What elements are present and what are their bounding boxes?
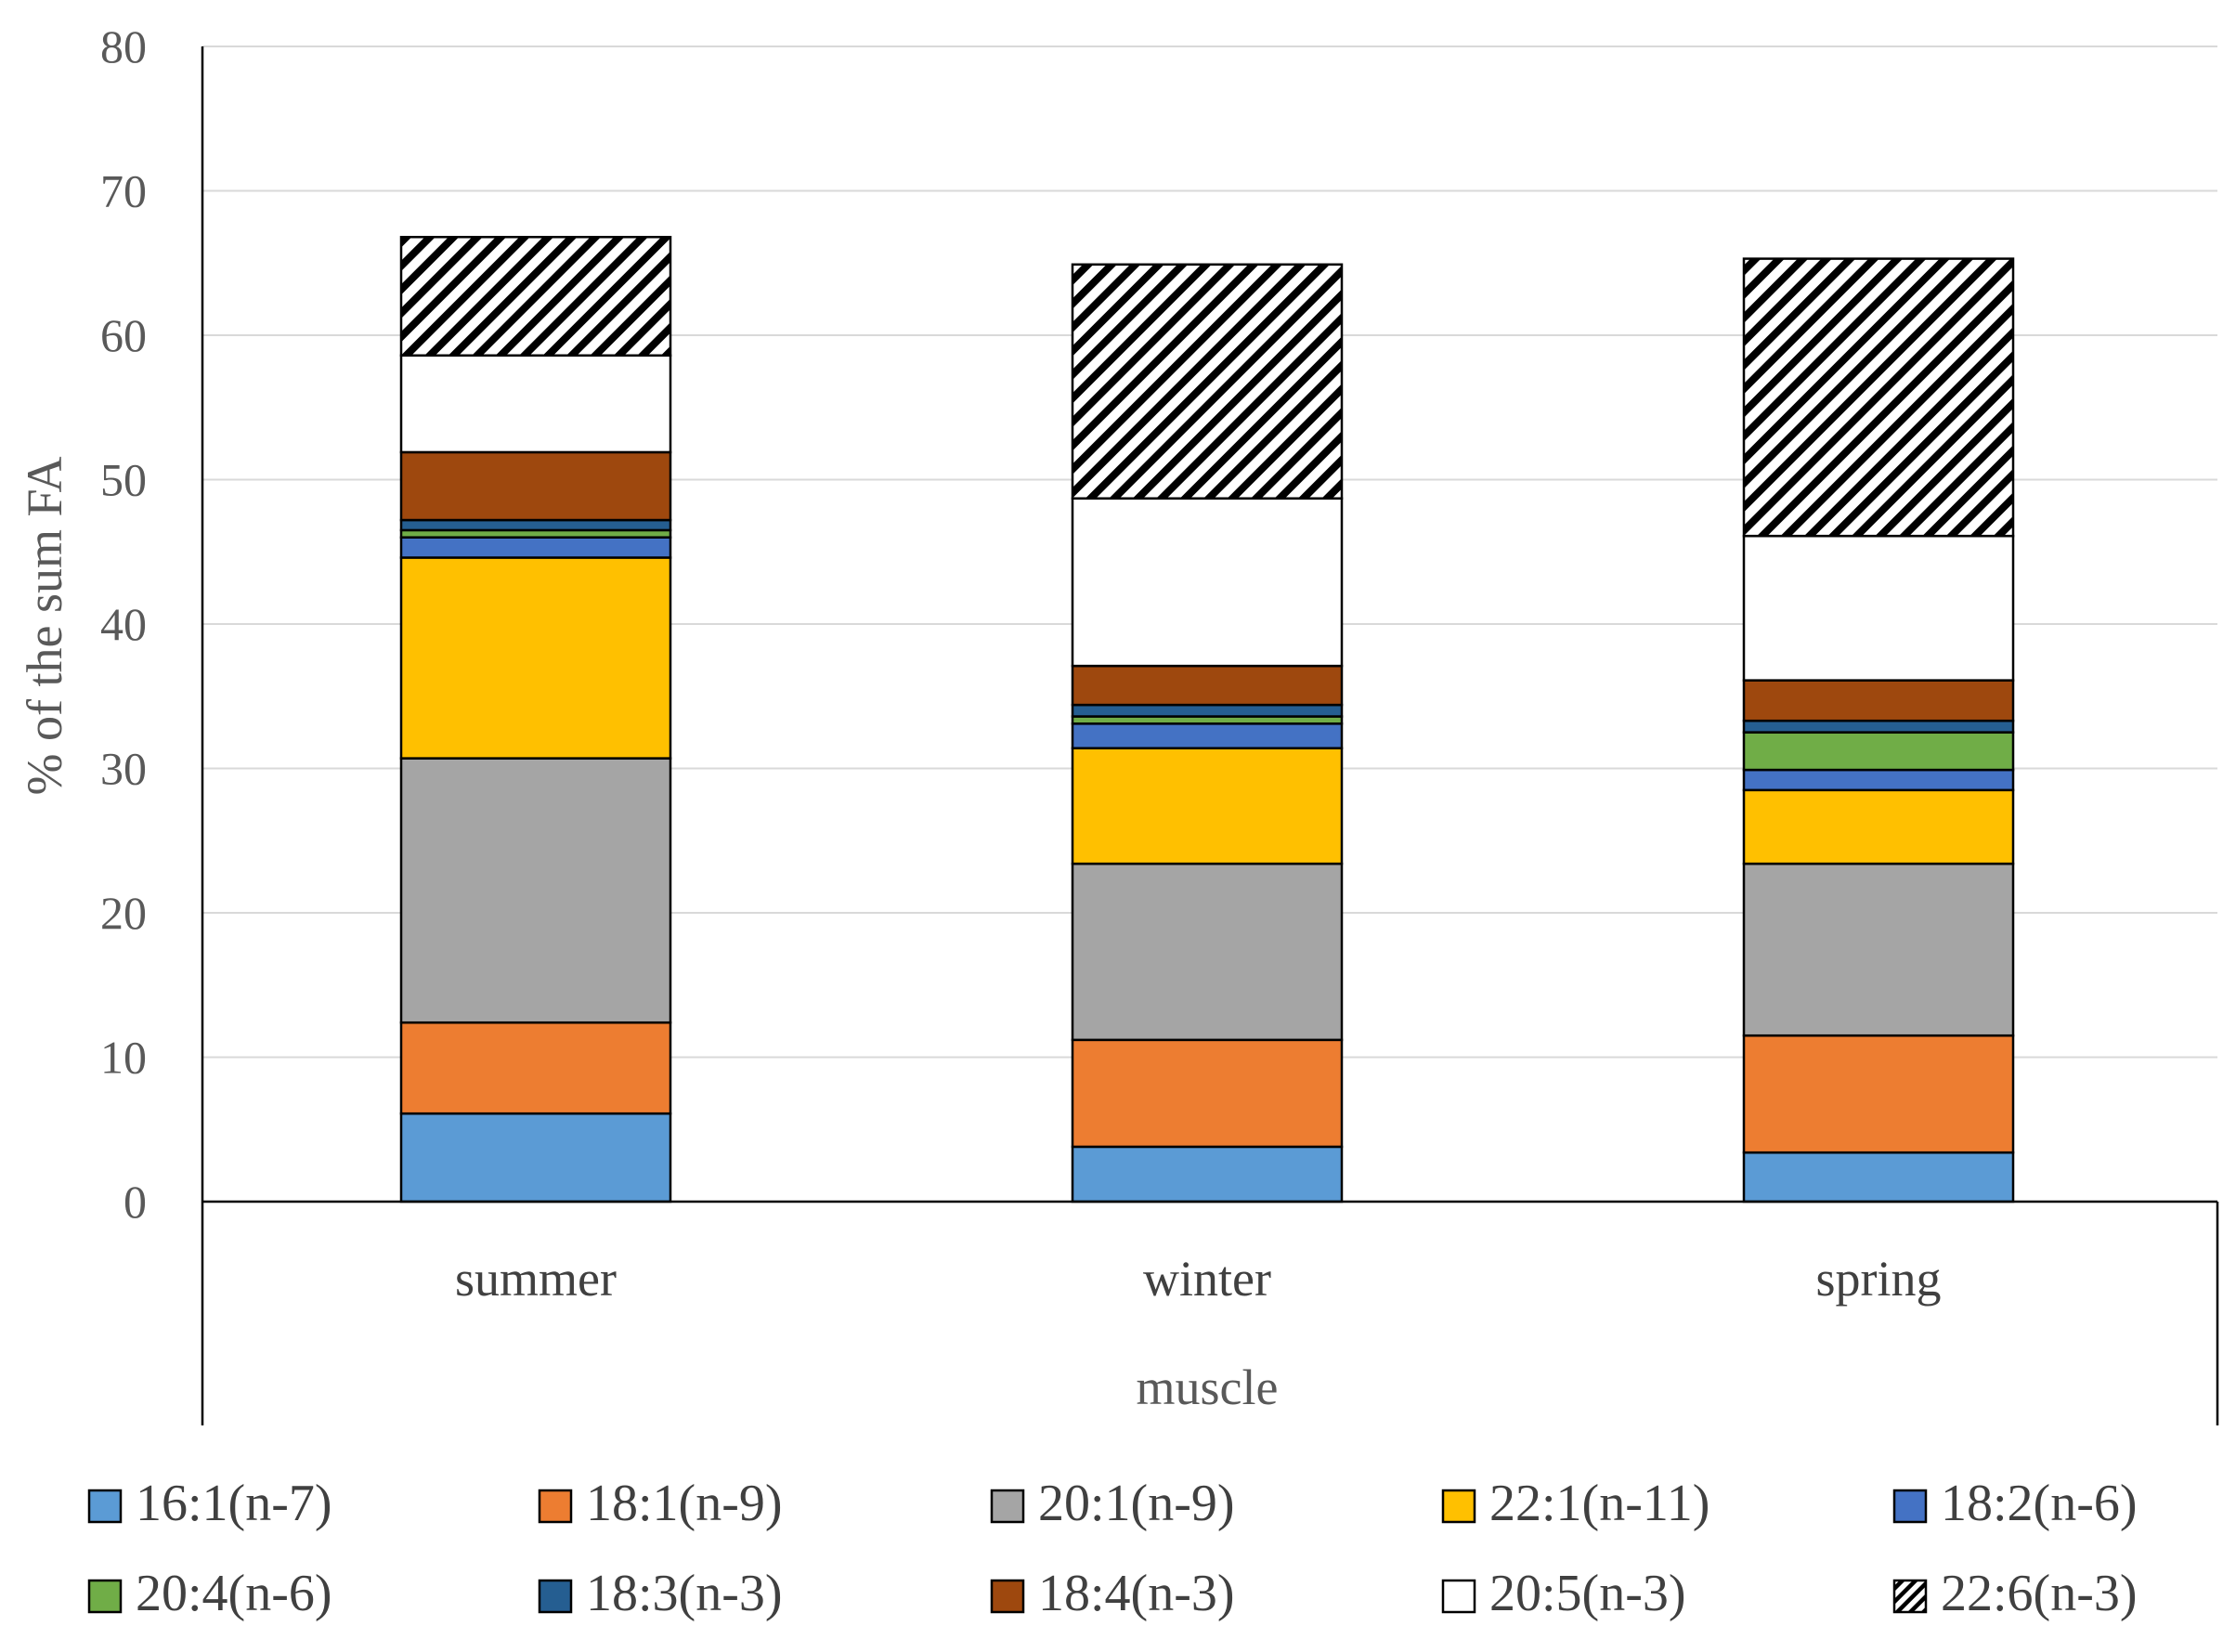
legend-label: 22:1(n-11)	[1489, 1475, 1710, 1532]
y-tick-label: 40	[100, 598, 147, 650]
bar-segment	[399, 1112, 672, 1203]
bar-segment	[1071, 1038, 1344, 1149]
legend-swatch	[538, 1579, 573, 1614]
bar-segment	[399, 354, 672, 454]
bar-segment	[399, 536, 672, 559]
bar-segment	[1742, 679, 2015, 722]
bar-segment	[399, 556, 672, 760]
bar-segment	[399, 236, 672, 358]
y-tick-label: 10	[100, 1032, 147, 1084]
bar-segment	[399, 1021, 672, 1115]
x-category-label: winter	[1143, 1251, 1271, 1307]
bar-segment	[1742, 1034, 2015, 1154]
legend-swatch	[1441, 1579, 1476, 1614]
y-tick-label: 80	[100, 20, 147, 72]
legend: 16:1(n-7) 18:1(n-9) 20:1(n-9) 22:1(n-11) 18:…	[87, 1475, 2138, 1622]
legend-swatch	[1892, 1489, 1928, 1524]
legend-swatch	[990, 1489, 1025, 1524]
y-axis-ticks: 0 10 20 30 40 50 60 70 80	[100, 20, 147, 1228]
legend-swatch	[538, 1489, 573, 1524]
bar-segment	[399, 518, 672, 532]
bar-segment	[399, 450, 672, 522]
bar-segment	[1742, 1151, 2015, 1203]
bar-segment	[1071, 747, 1344, 865]
legend-label: 22:6(n-3)	[1941, 1565, 2138, 1622]
bar-segment	[1071, 722, 1344, 749]
bar-segment	[1071, 703, 1344, 718]
legend-label: 16:1(n-7)	[136, 1475, 332, 1532]
bar-segment	[1071, 862, 1344, 1042]
axes	[201, 46, 2219, 1425]
legend-label: 18:4(n-3)	[1038, 1565, 1235, 1622]
legend-label: 20:4(n-6)	[136, 1565, 332, 1622]
legend-label: 18:3(n-3)	[586, 1565, 783, 1622]
legend-label: 20:5(n-3)	[1489, 1565, 1686, 1622]
bar-segment	[1071, 1145, 1344, 1203]
bar-segment	[1742, 862, 2015, 1037]
legend-swatch	[1892, 1579, 1928, 1614]
legend-swatch	[87, 1579, 123, 1614]
legend-label: 18:1(n-9)	[586, 1475, 783, 1532]
bars	[399, 236, 2015, 1203]
y-tick-label: 50	[100, 454, 147, 506]
bar-segment	[399, 757, 672, 1024]
bar-segment	[1742, 788, 2015, 865]
y-axis-title: % of the sum FA	[17, 457, 72, 796]
x-category-label: summer	[455, 1251, 617, 1307]
legend-swatch	[990, 1579, 1025, 1614]
bar-segment	[1071, 664, 1344, 707]
bar-segment	[1742, 731, 2015, 772]
bar-segment	[1071, 263, 1344, 500]
x-category-label: spring	[1816, 1251, 1942, 1307]
bar-segment	[1071, 497, 1344, 668]
legend-label: 20:1(n-9)	[1038, 1475, 1235, 1532]
y-tick-label: 70	[100, 165, 147, 217]
bar-segment	[1742, 719, 2015, 734]
y-tick-label: 20	[100, 887, 147, 939]
bar-segment	[1742, 257, 2015, 538]
x-axis-categories: summer winter spring	[455, 1251, 1941, 1307]
y-tick-label: 30	[100, 743, 147, 795]
legend-label: 18:2(n-6)	[1941, 1475, 2138, 1532]
bar-segment	[1742, 534, 2015, 682]
y-tick-label: 0	[124, 1176, 147, 1228]
y-tick-label: 60	[100, 309, 147, 361]
bar-segment	[1742, 768, 2015, 792]
legend-swatch	[87, 1489, 123, 1524]
x-axis-title: muscle	[1137, 1359, 1279, 1415]
legend-swatch	[1441, 1489, 1476, 1524]
